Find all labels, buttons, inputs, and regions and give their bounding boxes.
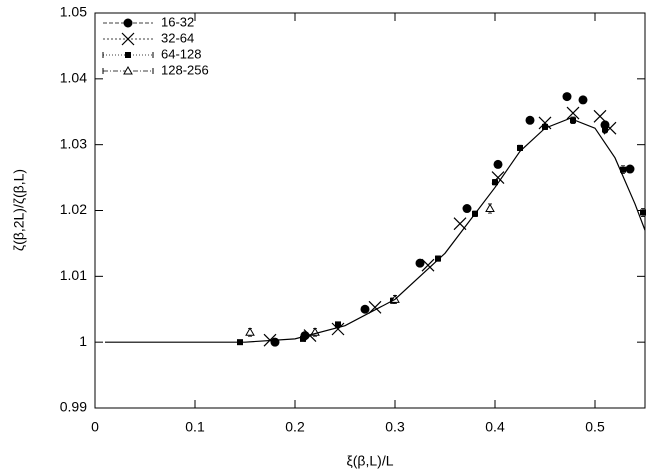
- plot-area: [105, 92, 646, 347]
- y-axis-label: ζ(β,2L)/ζ(β,L): [11, 169, 27, 251]
- point: [485, 203, 495, 213]
- legend-marker: [125, 52, 131, 58]
- point: [570, 117, 576, 124]
- x-tick-label: 0.1: [185, 419, 205, 435]
- point: [620, 166, 626, 173]
- point: [566, 106, 580, 120]
- point: [578, 95, 588, 105]
- point: [493, 159, 503, 169]
- y-tick-label: 1.01: [60, 267, 87, 283]
- point: [462, 204, 472, 214]
- point: [435, 255, 441, 262]
- point: [562, 92, 572, 102]
- legend-label: 16-32: [161, 14, 194, 29]
- y-tick-label: 1.03: [60, 135, 87, 151]
- point: [525, 115, 535, 125]
- y-tick-label: 1.02: [60, 201, 87, 217]
- fit-curve: [105, 117, 646, 343]
- point: [245, 327, 255, 336]
- legend-marker: [121, 32, 135, 46]
- point: [360, 304, 370, 314]
- point: [415, 258, 425, 268]
- point: [602, 126, 608, 133]
- x-tick-label: 0.4: [485, 419, 505, 435]
- x-tick-label: 0.2: [285, 419, 305, 435]
- legend-label: 32-64: [161, 30, 194, 45]
- point: [300, 335, 306, 342]
- legend-marker: [123, 18, 133, 28]
- x-tick-label: 0.3: [385, 419, 405, 435]
- point: [640, 209, 646, 216]
- x-tick-label: 0.5: [585, 419, 605, 435]
- point: [517, 144, 523, 151]
- y-tick-label: 1.04: [60, 70, 87, 86]
- y-tick-label: 1.05: [60, 4, 87, 20]
- point: [421, 258, 435, 272]
- point: [331, 322, 345, 336]
- y-tick-label: 1: [79, 333, 87, 349]
- x-axis-label: ξ(β,L)/L: [347, 453, 394, 469]
- point: [335, 321, 341, 328]
- legend-label: 64-128: [161, 46, 201, 61]
- point: [593, 109, 607, 123]
- point: [625, 164, 635, 174]
- point: [542, 123, 548, 130]
- point: [368, 300, 382, 314]
- legend-label: 128-256: [161, 62, 209, 77]
- point: [492, 179, 498, 186]
- y-tick-label: 0.99: [60, 399, 87, 415]
- x-tick-label: 0: [91, 419, 99, 435]
- legend-marker: [123, 65, 133, 75]
